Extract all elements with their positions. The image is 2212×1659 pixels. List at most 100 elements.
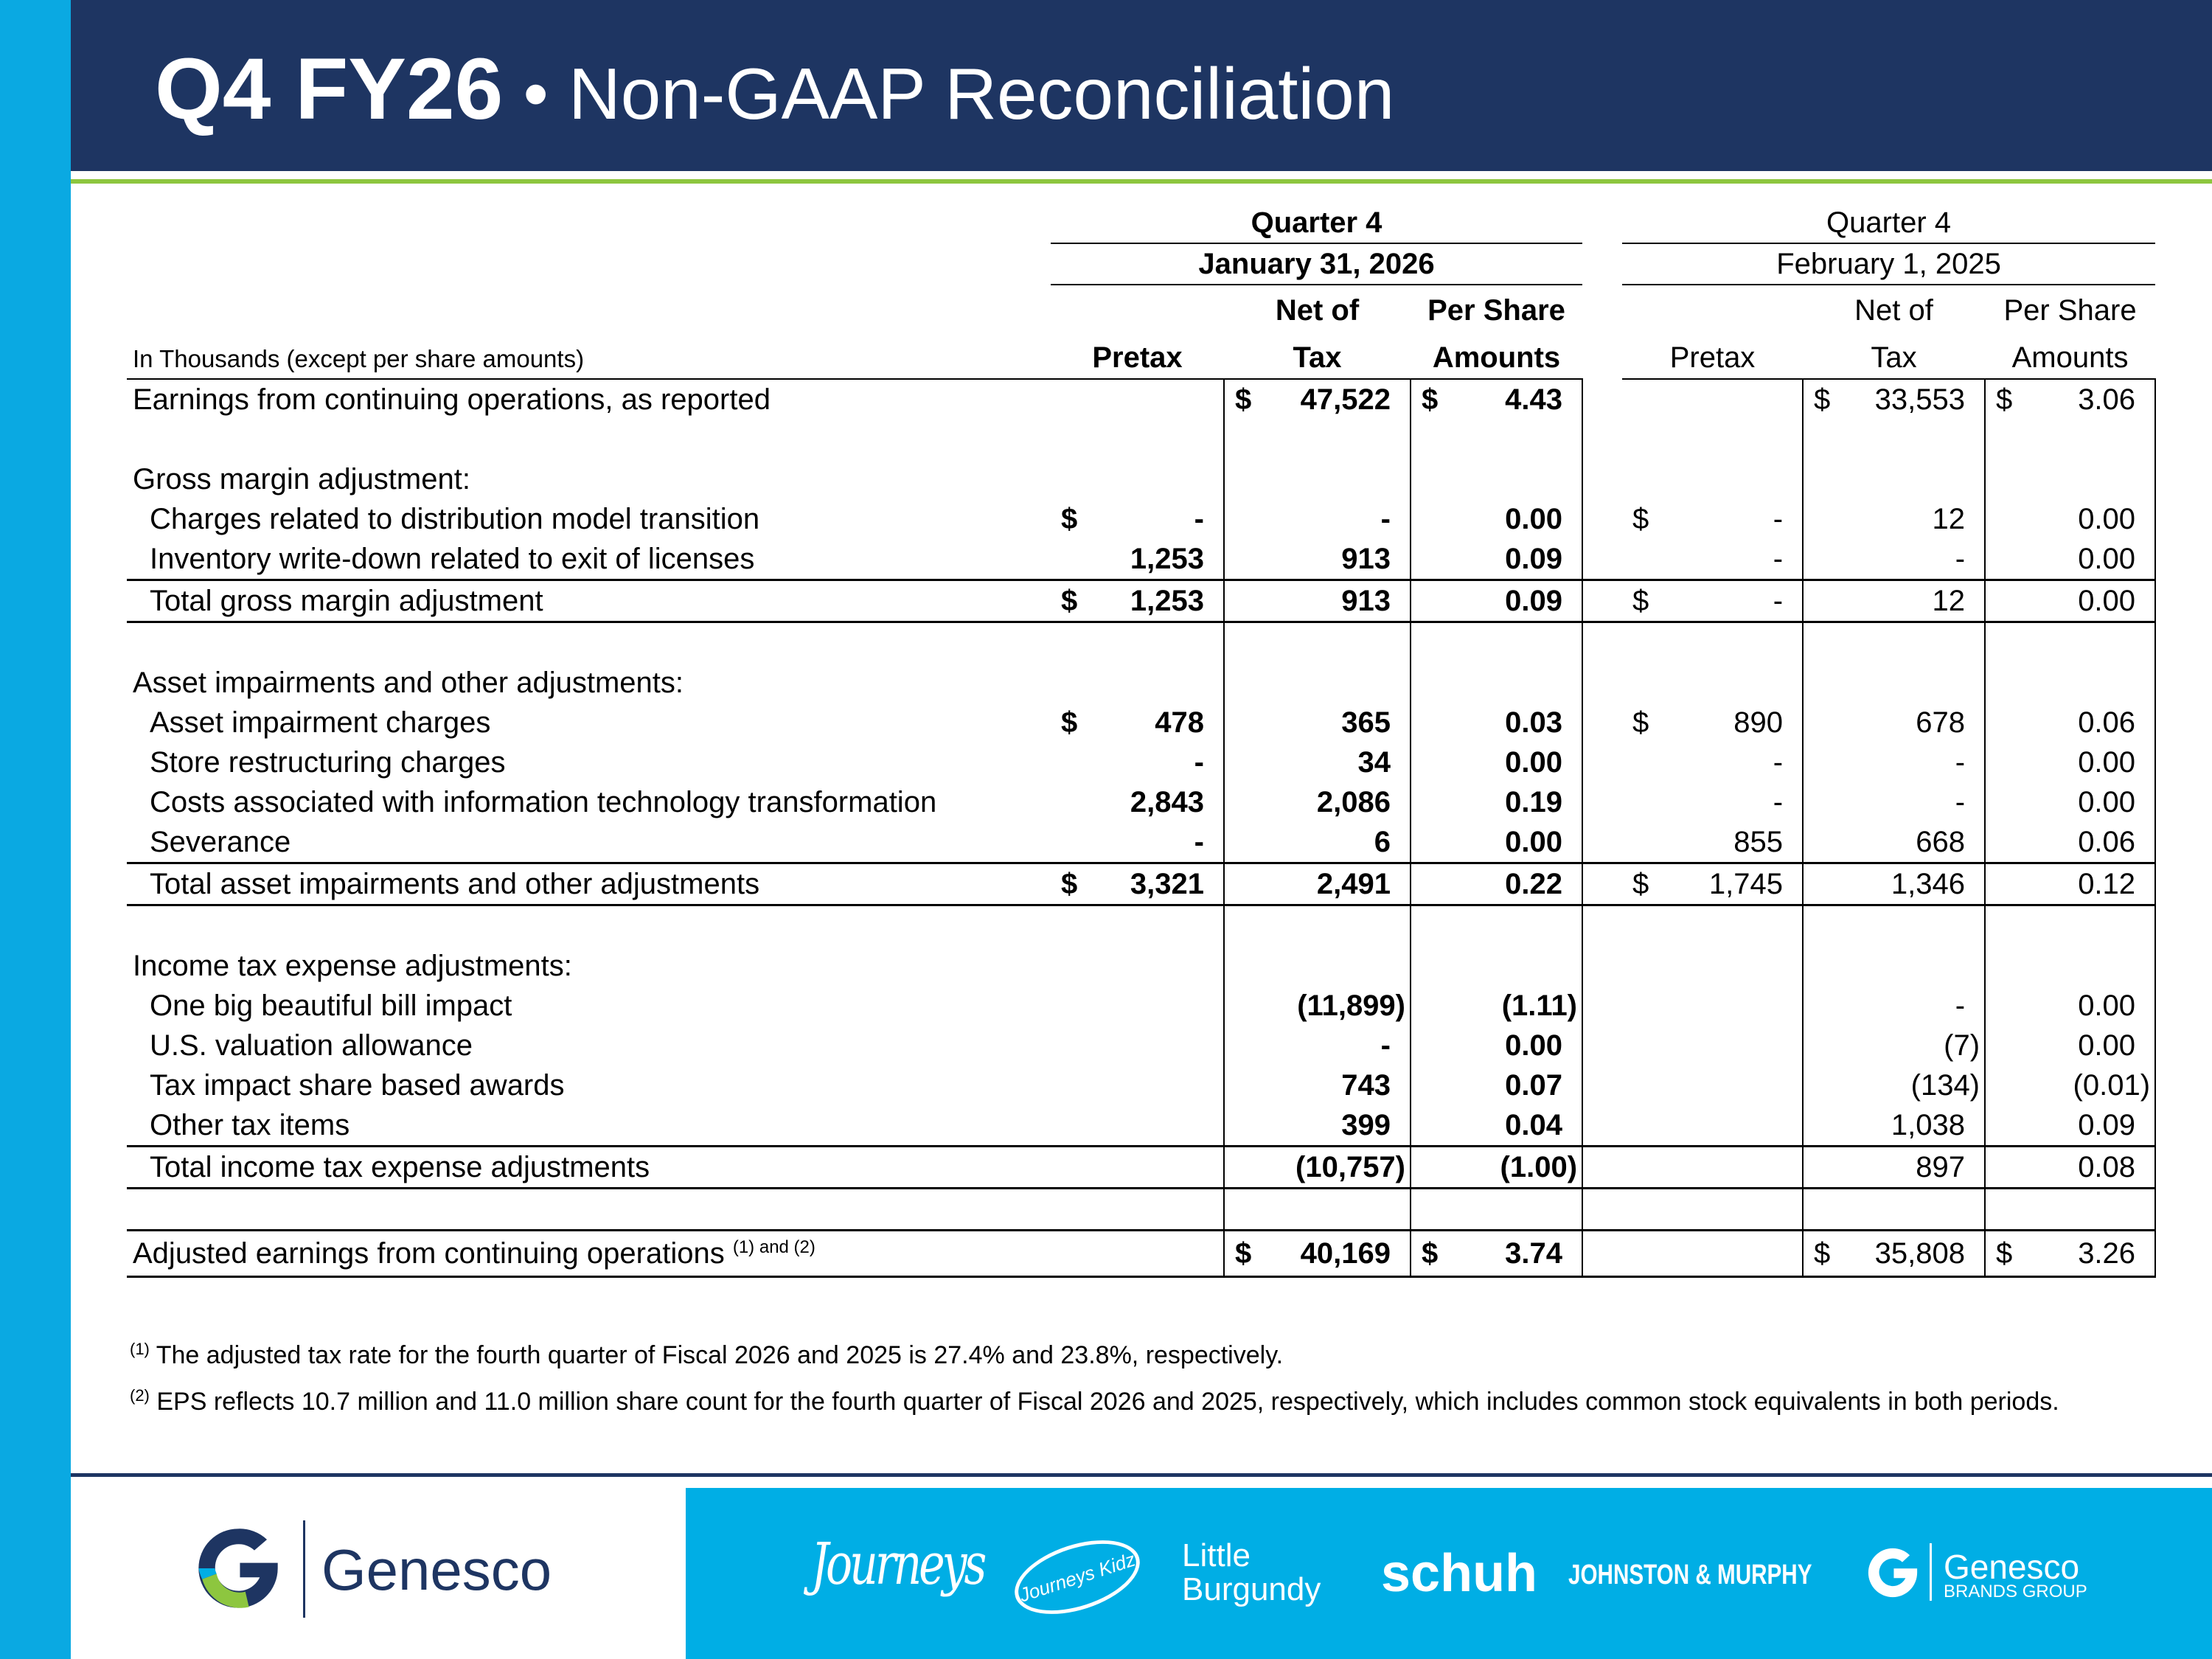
row-label: One big beautiful bill impact <box>150 990 512 1022</box>
cell-net-of-tax-2026: $40,169 <box>1223 1230 1411 1278</box>
reconciliation-table: Quarter 4 Quarter 4 January 31, 2026 Feb… <box>127 203 2157 1278</box>
cell-per-share-2025: 0.00 <box>1984 499 2157 539</box>
table-row: U.S. valuation allowance -0.00 (7) 0.00 <box>127 1026 2157 1065</box>
table-row: Gross margin adjustment: <box>127 459 2157 499</box>
cell-net-of-tax-2025: 12 <box>1802 499 1986 539</box>
table-row <box>127 420 2157 459</box>
cell-net-of-tax-2026: 2,086 <box>1223 782 1411 822</box>
column-gap <box>1582 1026 1622 1065</box>
cell-per-share-2026: 0.19 <box>1409 782 1584 822</box>
cell-net-of-tax-2025: (134) <box>1802 1065 1986 1105</box>
cell-pretax-2025 <box>1622 1105 1803 1147</box>
table-row: Other tax items 399 0.04 1,038 0.09 <box>127 1105 2157 1147</box>
cell-net-of-tax-2025: 678 <box>1802 703 1986 742</box>
currency-symbol: $ <box>1061 706 1078 739</box>
cell-net-of-tax-2025: - <box>1802 742 1986 782</box>
table-row: Total gross margin adjustment $1,253 913 0.… <box>127 579 2157 623</box>
journeys-logo: Journeys <box>811 1531 987 1599</box>
footnote-text: EPS reflects 10.7 million and 11.0 milli… <box>156 1388 2059 1416</box>
genesco-g-logo-icon <box>198 1528 278 1608</box>
column-gap <box>1582 459 1622 499</box>
column-gap <box>1582 1230 1623 1278</box>
cell-net-of-tax-2026: $47,522 <box>1223 379 1411 420</box>
table-row: Adjusted earnings from continuing operat… <box>127 1230 2157 1278</box>
cell-per-share-2025 <box>1984 420 2157 459</box>
header-row-date: January 31, 2026 February 1, 2025 <box>127 243 2156 285</box>
footnote-text: The adjusted tax rate for the fourth qua… <box>156 1341 1284 1369</box>
row-label: Total gross margin adjustment <box>127 579 1051 623</box>
row-label: Total asset impairments and other adjust… <box>127 862 1051 906</box>
cell-pretax-2026 <box>1051 1065 1224 1105</box>
cell-net-of-tax-2026 <box>1223 905 1411 946</box>
row-label: Gross margin adjustment: <box>133 463 470 495</box>
cell-per-share-2025: (0.01) <box>1984 1065 2157 1105</box>
row-label <box>127 905 1051 947</box>
column-gap <box>1582 862 1623 906</box>
table-row: Income tax expense adjustments: <box>127 946 2157 986</box>
cell-pretax-2025: $ - <box>1632 503 1784 535</box>
currency-symbol: $ <box>1814 1237 1831 1270</box>
currency-symbol: $ <box>1632 503 1649 535</box>
currency-symbol: $ <box>1996 1237 2013 1270</box>
period-2025: Quarter 4 <box>1622 203 2156 244</box>
cell-pretax-2026 <box>1051 420 1224 459</box>
cell-pretax-2026 <box>1051 1188 1224 1231</box>
row-label <box>127 1188 1051 1231</box>
cell-per-share-2025: 0.12 <box>1984 862 2157 906</box>
cell-net-of-tax-2026: 743 <box>1223 1065 1411 1105</box>
cell-net-of-tax-2025 <box>1802 663 1986 703</box>
cell-net-of-tax-2025: (7) <box>1802 1026 1986 1065</box>
currency-symbol: $ <box>1061 868 1078 900</box>
cell-pretax-2025 <box>1622 1188 1804 1231</box>
cell-per-share-2025: 0.00 <box>1984 1026 2157 1065</box>
cell-net-of-tax-2026 <box>1223 1188 1411 1231</box>
footnote-mark: (2) <box>130 1386 150 1405</box>
column-gap <box>1582 742 1622 782</box>
currency-symbol: $ <box>1422 383 1439 416</box>
cell-per-share-2025 <box>1984 905 2157 946</box>
cell-net-of-tax-2026: 399 <box>1223 1105 1411 1147</box>
cell-per-share-2026 <box>1409 622 1584 663</box>
cell-net-of-tax-2025: $33,553 <box>1802 379 1986 420</box>
cell-per-share-2026 <box>1409 420 1584 459</box>
page-title: Q4 FY26 • Non-GAAP Reconciliation <box>155 46 1394 133</box>
table-row: One big beautiful bill impact (11,899) (1.… <box>127 986 2157 1026</box>
cell-net-of-tax-2026 <box>1223 420 1411 459</box>
cell-pretax-2025 <box>1622 1230 1804 1278</box>
column-gap <box>1582 986 1622 1026</box>
footnote-2: (2) EPS reflects 10.7 million and 11.0 m… <box>130 1378 2150 1419</box>
row-label: Income tax expense adjustments: <box>133 950 572 982</box>
column-gap <box>1582 1065 1622 1105</box>
cell-net-of-tax-2025 <box>1802 459 1986 499</box>
row-label: Charges related to distribution model tr… <box>150 503 760 535</box>
col-top-pershare-2025: Per Share <box>2003 294 2137 327</box>
table-row: Total income tax expense adjustments (10,… <box>127 1145 2157 1189</box>
cell-net-of-tax-2026: - <box>1223 499 1411 539</box>
cell-per-share-2026: 0.03 <box>1409 703 1584 742</box>
cell-per-share-2026 <box>1409 1188 1584 1231</box>
cell-net-of-tax-2025: 12 <box>1802 579 1986 623</box>
col-top-net-2026: Net of <box>1275 294 1360 327</box>
table-row: Tax impact share based awards 743 0.07 (134… <box>127 1065 2157 1105</box>
column-gap <box>1582 499 1622 539</box>
column-gap <box>1582 946 1622 986</box>
cell-per-share-2025: 0.00 <box>1984 986 2157 1026</box>
cell-per-share-2025 <box>1984 663 2157 703</box>
currency-symbol: $ <box>1061 585 1078 617</box>
cell-pretax-2026 <box>1051 1230 1224 1278</box>
currency-symbol: $ <box>1996 383 2013 416</box>
table-row <box>127 1188 2157 1231</box>
currency-symbol: $ <box>1422 1237 1439 1270</box>
cell-net-of-tax-2025: 1,346 <box>1802 862 1986 906</box>
cell-per-share-2025: 0.00 <box>1984 579 2157 623</box>
currency-symbol: $ <box>1814 383 1831 416</box>
row-label: Tax impact share based awards <box>150 1069 565 1102</box>
row-label: Other tax items <box>150 1109 350 1141</box>
cell-pretax-2026 <box>1051 1026 1224 1065</box>
currency-symbol: $ <box>1061 503 1078 535</box>
cell-net-of-tax-2025: - <box>1802 782 1986 822</box>
cell-per-share-2025: 0.06 <box>1984 703 2157 742</box>
col-net-2026: Tax <box>1224 331 1411 380</box>
row-label: Store restructuring charges <box>150 746 506 779</box>
cell-per-share-2025: 0.06 <box>1984 822 2157 863</box>
